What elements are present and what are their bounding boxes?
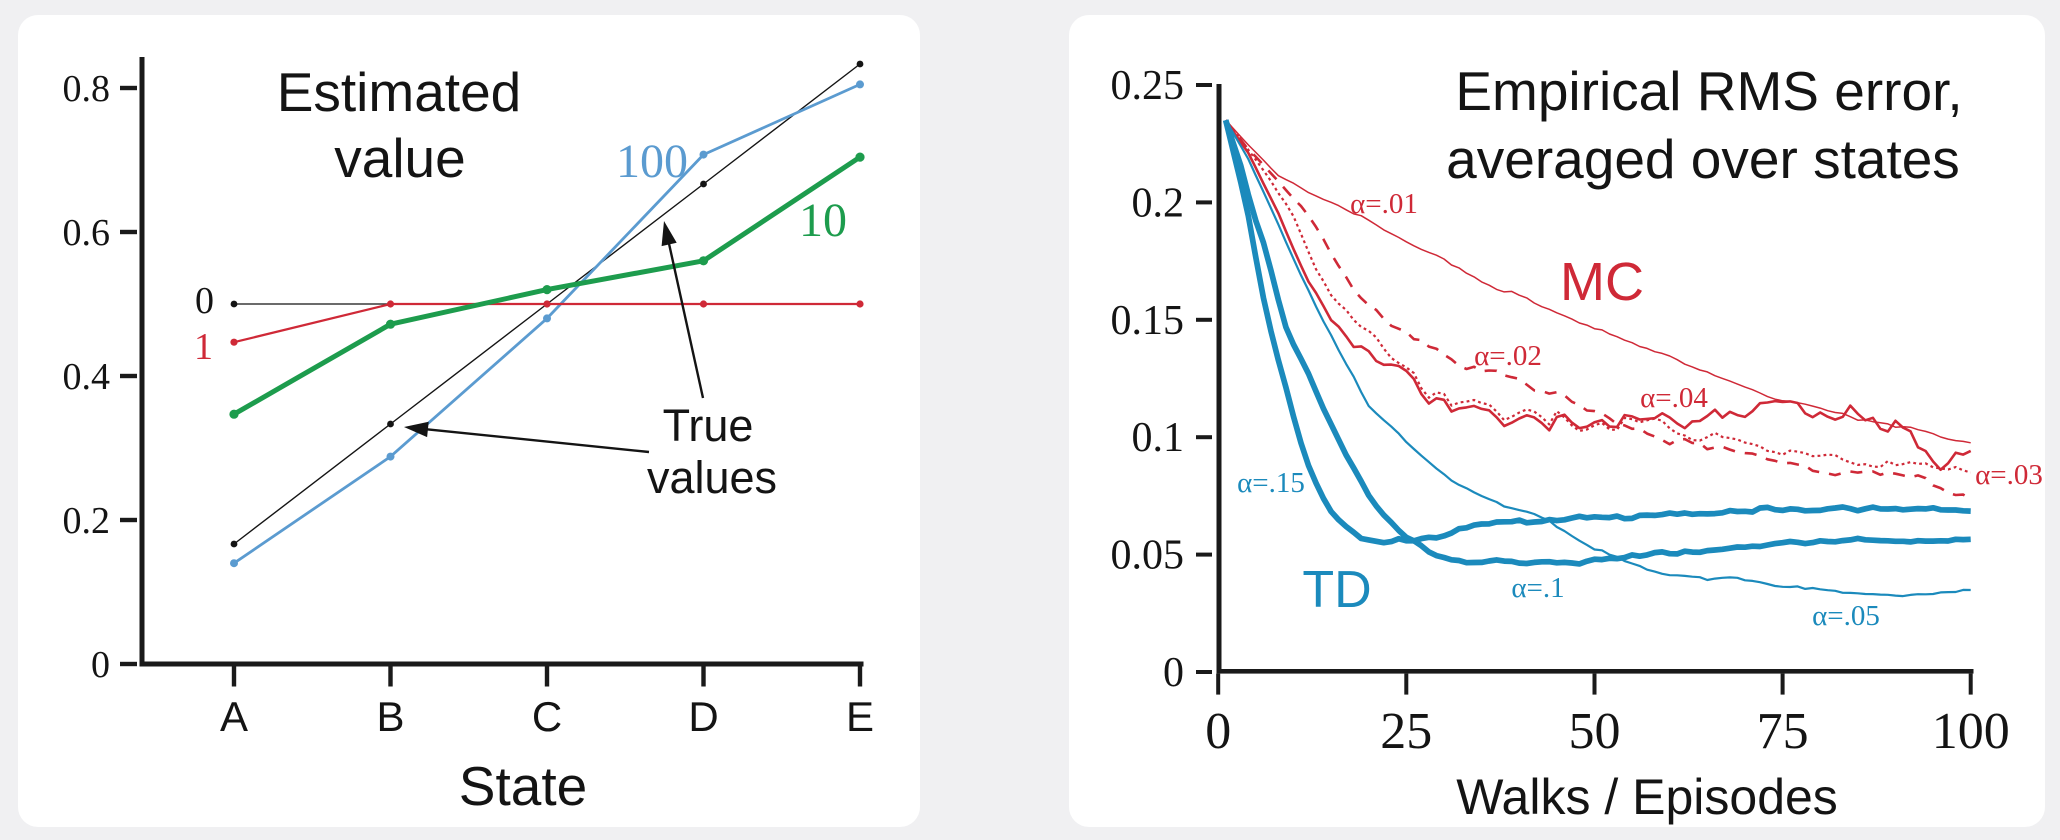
svg-text:α=.01: α=.01 xyxy=(1350,188,1418,220)
svg-text:α=.05: α=.05 xyxy=(1812,600,1880,632)
svg-text:0.6: 0.6 xyxy=(63,212,111,254)
svg-text:α=.15: α=.15 xyxy=(1237,467,1305,499)
svg-text:0.2: 0.2 xyxy=(63,500,111,542)
svg-text:Empirical RMS error,: Empirical RMS error, xyxy=(1455,60,1962,122)
svg-text:0.05: 0.05 xyxy=(1111,533,1185,579)
svg-text:0.2: 0.2 xyxy=(1132,180,1185,226)
svg-text:Estimated: Estimated xyxy=(277,61,522,123)
svg-text:values: values xyxy=(647,452,777,503)
svg-text:0: 0 xyxy=(1163,650,1184,696)
svg-text:0: 0 xyxy=(195,280,214,322)
svg-text:α=.04: α=.04 xyxy=(1640,382,1708,414)
svg-text:A: A xyxy=(220,693,248,740)
svg-text:E: E xyxy=(846,693,874,740)
svg-text:Walks / Episodes: Walks / Episodes xyxy=(1456,769,1838,825)
svg-text:value: value xyxy=(334,127,465,189)
svg-text:0.25: 0.25 xyxy=(1111,63,1185,109)
svg-text:0: 0 xyxy=(91,644,110,686)
svg-text:C: C xyxy=(532,693,562,740)
svg-text:D: D xyxy=(688,693,718,740)
svg-text:0.1: 0.1 xyxy=(1132,415,1185,461)
svg-text:0.4: 0.4 xyxy=(63,356,111,398)
svg-text:B: B xyxy=(376,693,404,740)
svg-text:State: State xyxy=(459,755,587,817)
svg-text:α=.1: α=.1 xyxy=(1511,572,1564,604)
svg-text:TD: TD xyxy=(1302,561,1371,619)
svg-text:0.15: 0.15 xyxy=(1111,298,1185,344)
svg-text:50: 50 xyxy=(1569,703,1621,760)
svg-text:α=.03: α=.03 xyxy=(1975,459,2043,491)
svg-text:10: 10 xyxy=(799,194,847,247)
svg-text:0.8: 0.8 xyxy=(63,68,111,110)
svg-text:True: True xyxy=(663,400,754,451)
svg-text:25: 25 xyxy=(1380,703,1432,760)
svg-text:MC: MC xyxy=(1560,252,1644,312)
svg-text:α=.02: α=.02 xyxy=(1474,340,1542,372)
svg-text:100: 100 xyxy=(616,135,688,188)
svg-text:100: 100 xyxy=(1932,703,2010,760)
svg-text:1: 1 xyxy=(194,326,213,368)
svg-text:0: 0 xyxy=(1205,703,1231,760)
svg-text:75: 75 xyxy=(1757,703,1809,760)
svg-text:averaged over states: averaged over states xyxy=(1446,128,1960,190)
